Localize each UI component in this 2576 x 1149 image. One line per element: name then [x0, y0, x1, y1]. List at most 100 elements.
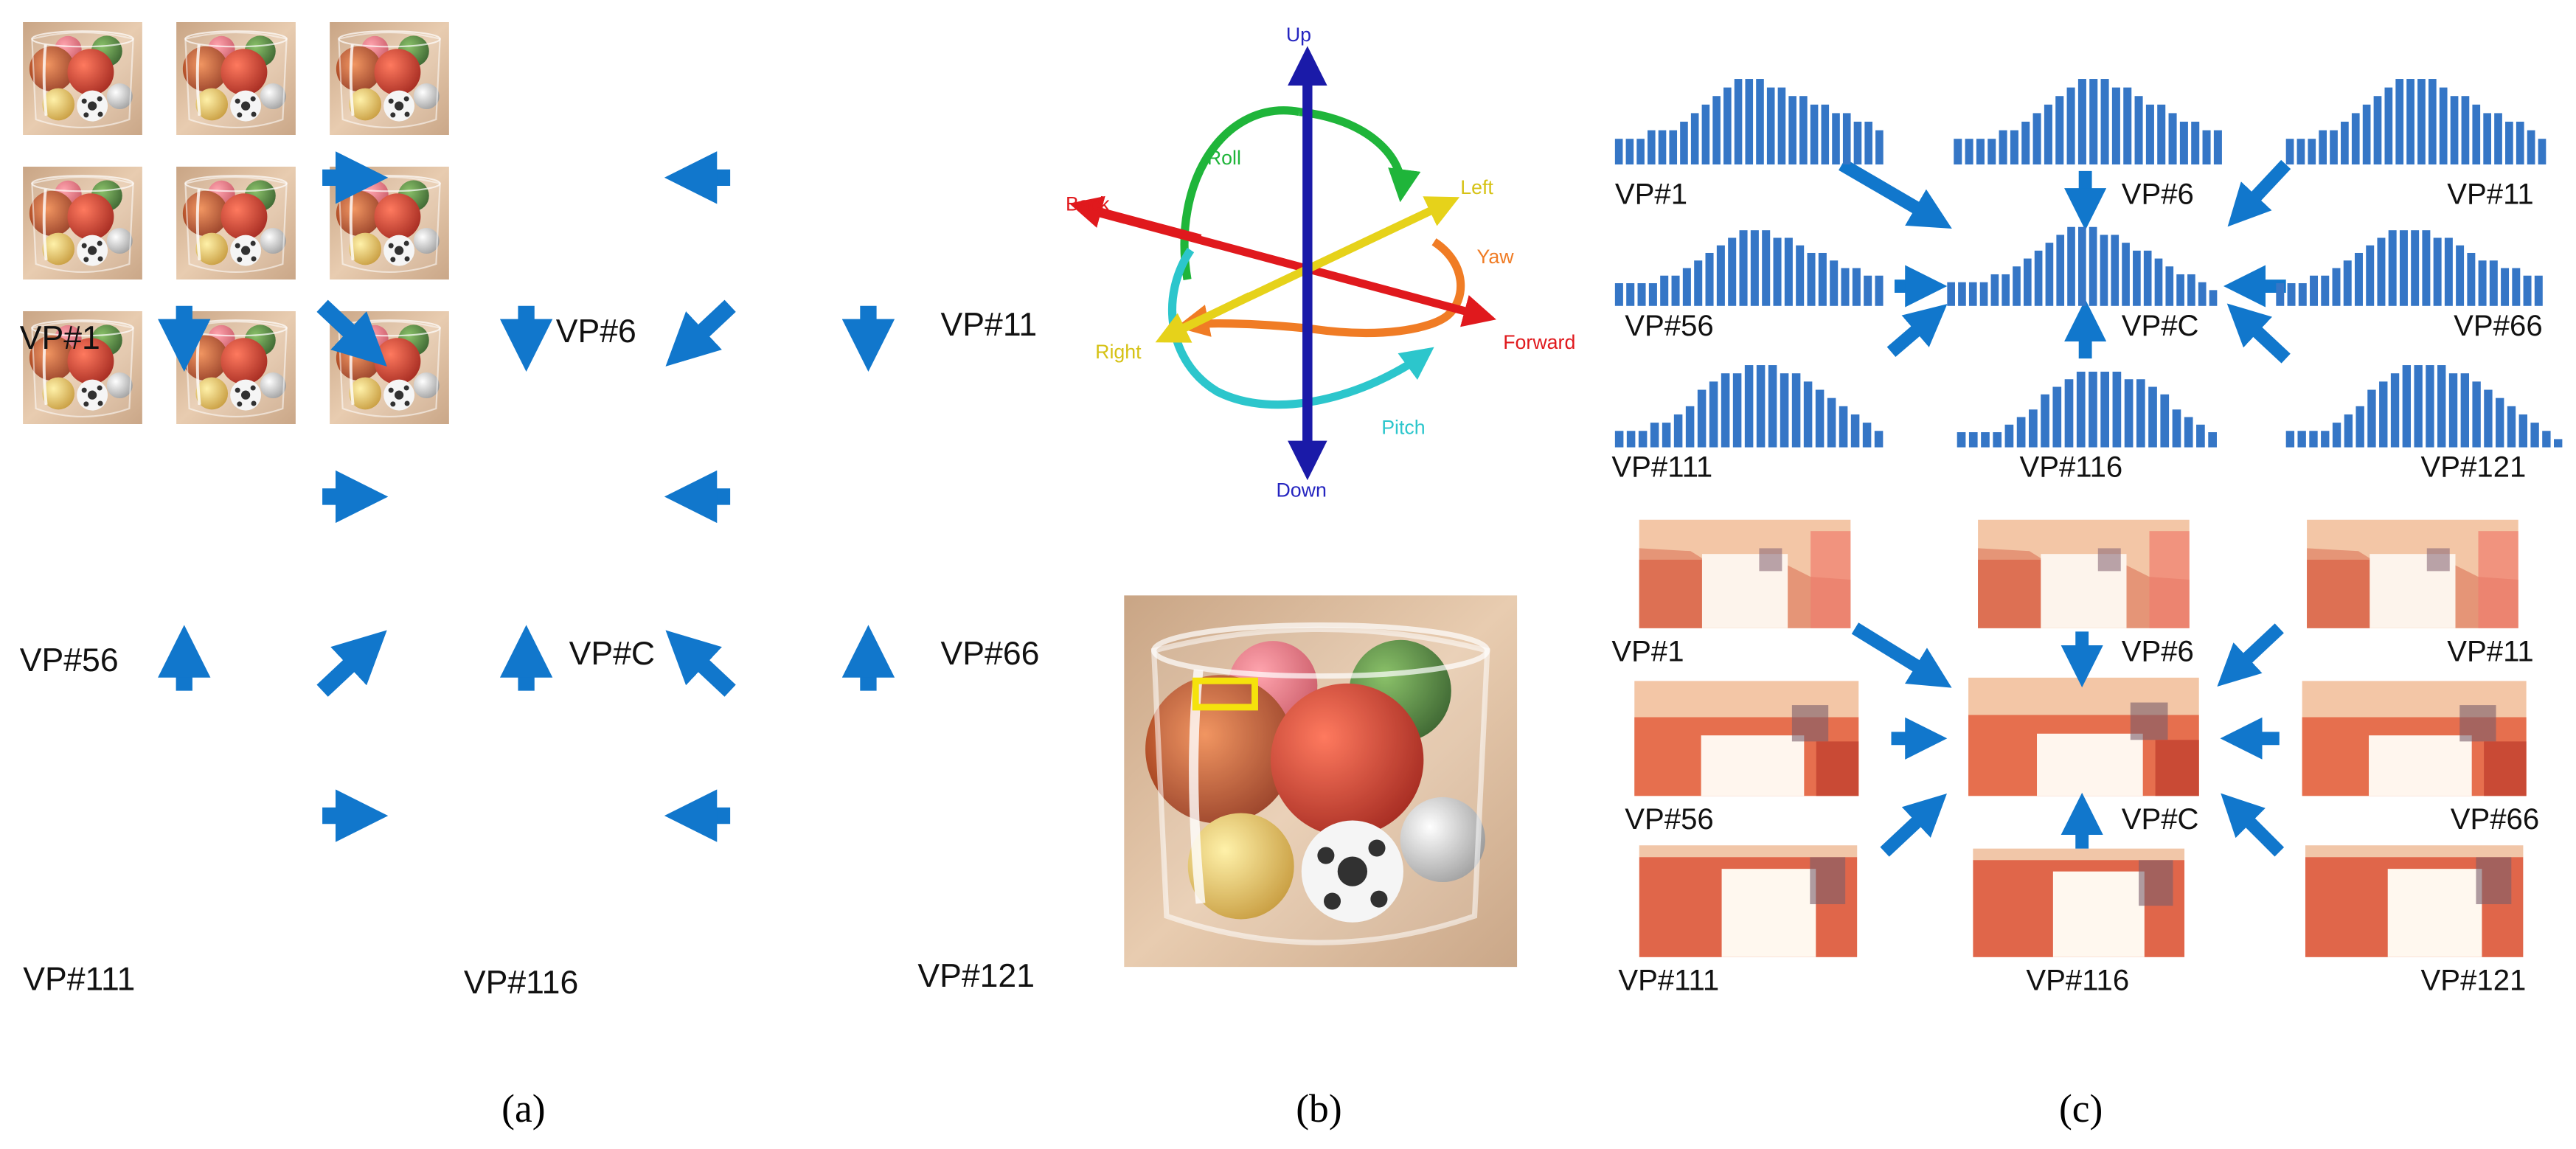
- hist-label-vp6: VP#6: [2122, 178, 2194, 211]
- histogram-bar: [1874, 431, 1884, 448]
- histogram-bar: [1732, 373, 1742, 448]
- arrows-c-bottom: [1851, 622, 2285, 857]
- histogram-bar: [2066, 87, 2075, 164]
- histogram-bar: [2160, 394, 2170, 448]
- histogram-bar: [2483, 113, 2492, 164]
- back-axis: [1069, 195, 1202, 243]
- histogram-bar: [2052, 386, 2062, 448]
- arrow-c-vp11: [2227, 159, 2291, 227]
- histogram-bar: [1745, 79, 1754, 164]
- histogram-bar: [1841, 268, 1850, 306]
- histogram-bar: [2041, 394, 2049, 448]
- histogram-bar: [2321, 275, 2330, 306]
- histogram-bar: [2414, 365, 2423, 448]
- histogram-bar: [2285, 431, 2295, 448]
- histogram-bar: [1852, 268, 1861, 306]
- histogram-bar: [2332, 268, 2341, 306]
- histogram-bar: [1832, 113, 1840, 164]
- histogram-bar: [2055, 96, 2064, 164]
- histogram-bar: [2309, 431, 2318, 448]
- histogram-bar: [2148, 386, 2157, 448]
- histogram-bar: [1777, 87, 1786, 164]
- histogram-bar: [2439, 87, 2448, 164]
- histogram-bar: [1660, 275, 1669, 306]
- arrow-vp11-vpc: [665, 299, 736, 367]
- histogram-bar: [2078, 226, 2086, 306]
- histogram-bar: [2157, 104, 2166, 164]
- histogram-bar: [2134, 96, 2143, 164]
- histogram-bar: [1968, 282, 1977, 306]
- histogram-bar: [1697, 389, 1707, 448]
- patch-label-vp121: VP#121: [2421, 963, 2527, 996]
- histogram-bar: [1979, 282, 1988, 306]
- histogram-bar: [1694, 260, 1703, 306]
- histogram-bar: [2341, 122, 2349, 164]
- histogram-bar: [2198, 282, 2207, 306]
- histogram-bar: [1614, 431, 1624, 448]
- histogram-bar: [1680, 122, 1688, 164]
- labels-a: VP#1 VP#6 VP#11 VP#56 VP#C VP#66 VP#111 …: [20, 307, 1040, 1001]
- label-up: Up: [1286, 24, 1311, 46]
- label-back: Back: [1066, 192, 1110, 215]
- histogram-bar: [1721, 373, 1730, 448]
- histogram-bar: [1650, 423, 1659, 448]
- histogram-bar: [1981, 432, 1990, 448]
- histogram-bar: [1810, 104, 1819, 164]
- histogram-bar: [1690, 113, 1699, 164]
- histogram-vp56: [1614, 230, 1884, 306]
- histogram-bar: [2538, 139, 2547, 164]
- histogram-bar: [1864, 275, 1872, 306]
- histogram-bar: [2100, 79, 2109, 164]
- histogram-vp1: [1614, 79, 1884, 164]
- histogram-bar: [2461, 96, 2470, 164]
- histogram-bar: [2010, 130, 2018, 164]
- histogram-bar: [2276, 283, 2285, 306]
- histogram-bar: [2456, 245, 2465, 306]
- histogram-bar: [1799, 96, 1808, 164]
- histogram-bar: [2209, 290, 2218, 306]
- histogram-bar: [1750, 230, 1759, 306]
- right-axis: [1155, 292, 1252, 343]
- histogram-bar: [2016, 417, 2026, 448]
- histogram-bar: [2472, 381, 2481, 448]
- histogram-bar: [1756, 365, 1766, 448]
- histogram-bar: [2388, 230, 2397, 306]
- histogram-bar: [2523, 275, 2532, 306]
- label-vp116: VP#116: [464, 965, 578, 1001]
- orientation-diagram: Up Down Back Forward Left Right Roll Yaw…: [1066, 24, 1575, 501]
- arrow-patch-vp121: [2221, 793, 2285, 857]
- histogram-bar: [1773, 237, 1782, 306]
- histogram-bar: [2045, 243, 2054, 306]
- histogram-bar: [2321, 431, 2330, 448]
- histogram-bar: [2332, 423, 2341, 448]
- histogram-bar: [2496, 398, 2504, 448]
- highlight-box: [1192, 677, 1258, 711]
- histogram-bar: [2297, 431, 2306, 448]
- histogram-bar: [1648, 283, 1657, 306]
- histogram-bar: [2501, 268, 2510, 306]
- patch-label-vp116: VP#116: [2026, 963, 2129, 996]
- histogram-bar: [2172, 409, 2181, 448]
- histogram-bar: [2355, 406, 2364, 448]
- label-down: Down: [1276, 479, 1326, 501]
- histogram-bar: [2489, 260, 2498, 306]
- label-roll: Roll: [1207, 147, 1241, 169]
- histogram-bar: [2330, 130, 2338, 164]
- histogram-bar: [1850, 414, 1860, 448]
- histogram-bar: [2406, 79, 2414, 164]
- histogram-bar: [2505, 122, 2513, 164]
- histogram-bar: [1673, 414, 1683, 448]
- histogram-bar: [2554, 439, 2563, 448]
- histogram-bar: [2100, 371, 2109, 448]
- histogram-bar: [2450, 96, 2459, 164]
- histogram-bar: [2530, 423, 2539, 448]
- histogram-bar: [2056, 235, 2065, 306]
- histogram-bar: [2136, 379, 2145, 448]
- histogram-bar: [1728, 237, 1737, 306]
- histogram-bar: [1976, 139, 1985, 164]
- panel-a: [23, 22, 449, 424]
- pitch-arc: [1167, 247, 1434, 409]
- histogram-bar: [2089, 371, 2097, 448]
- histogram-bar: [1744, 365, 1754, 448]
